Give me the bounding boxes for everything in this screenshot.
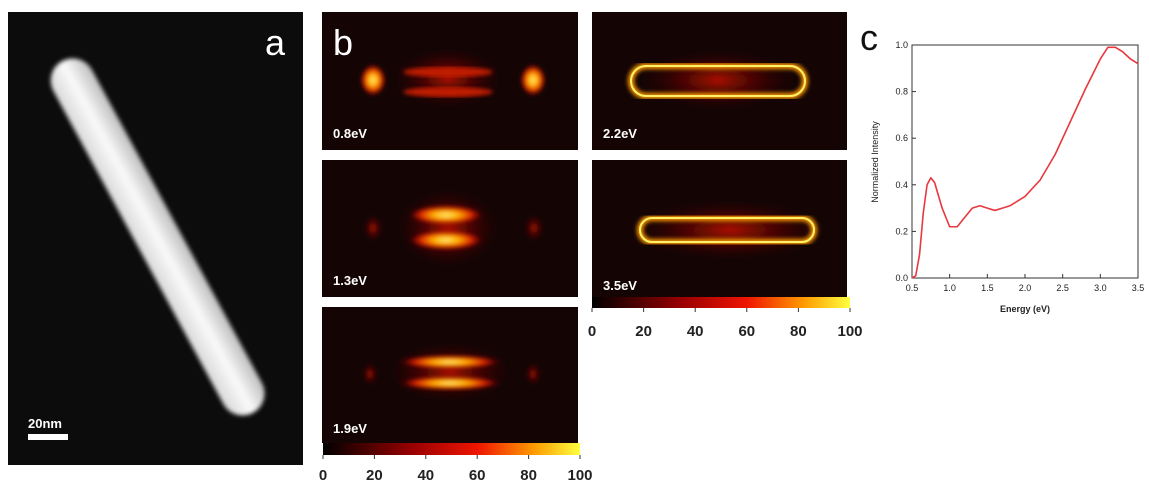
y-tick-label: 0.4	[895, 180, 908, 190]
x-tick-label: 0.5	[906, 283, 919, 293]
y-axis-label: Normalized Intensity	[870, 121, 880, 203]
colorbar-tick-label: 20	[366, 467, 383, 484]
map: 3.5eV	[592, 160, 847, 297]
energy-label: 1.3eV	[333, 273, 367, 288]
panel-label: b	[333, 22, 353, 63]
energy-label: 3.5eV	[603, 278, 637, 293]
y-tick-label: 0.6	[895, 133, 908, 143]
scale-bar-label: 20nm	[28, 416, 62, 431]
map: 0.8eV	[322, 12, 578, 150]
colorbar-tick-label: 0	[588, 323, 596, 340]
colorbar-tick-label: 0	[319, 467, 327, 484]
y-tick-label: 1.0	[895, 40, 908, 50]
colorbar-tick-label: 100	[567, 467, 592, 484]
colorbar-tick-label: 60	[738, 323, 755, 340]
colorbar-tick-label: 80	[790, 323, 807, 340]
scale-bar	[28, 434, 68, 440]
map: 1.3eV	[322, 160, 578, 297]
colorbar-tick-label: 100	[837, 323, 862, 340]
y-tick-label: 0.8	[895, 87, 908, 97]
plot-frame	[911, 44, 1139, 279]
map: 1.9eV	[322, 307, 578, 443]
colorbar-tick-label: 40	[417, 467, 434, 484]
x-tick-label: 1.0	[943, 283, 956, 293]
x-tick-label: 2.0	[1019, 283, 1032, 293]
x-axis-label: Energy (eV)	[1000, 304, 1050, 314]
y-tick-label: 0.0	[895, 273, 908, 283]
panel-label: c	[860, 17, 878, 58]
x-tick-label: 2.5	[1056, 283, 1069, 293]
colorbar-tick-label: 20	[635, 323, 652, 340]
colorbar	[323, 443, 580, 455]
energy-label: 2.2eV	[603, 126, 637, 141]
panel-label: a	[265, 22, 286, 63]
energy-label: 1.9eV	[333, 421, 367, 436]
data-line	[911, 46, 1139, 279]
x-tick-label: 3.5	[1132, 283, 1145, 293]
y-tick-label: 0.2	[895, 226, 908, 236]
energy-label: 0.8eV	[333, 126, 367, 141]
colorbar	[592, 297, 850, 308]
x-tick-label: 1.5	[981, 283, 994, 293]
colorbar-tick-label: 80	[520, 467, 537, 484]
colorbar-tick-label: 60	[469, 467, 486, 484]
colorbar-tick-label: 40	[687, 323, 704, 340]
nanorod	[50, 58, 265, 416]
map: 2.2eV	[592, 12, 847, 150]
x-tick-label: 3.0	[1094, 283, 1107, 293]
